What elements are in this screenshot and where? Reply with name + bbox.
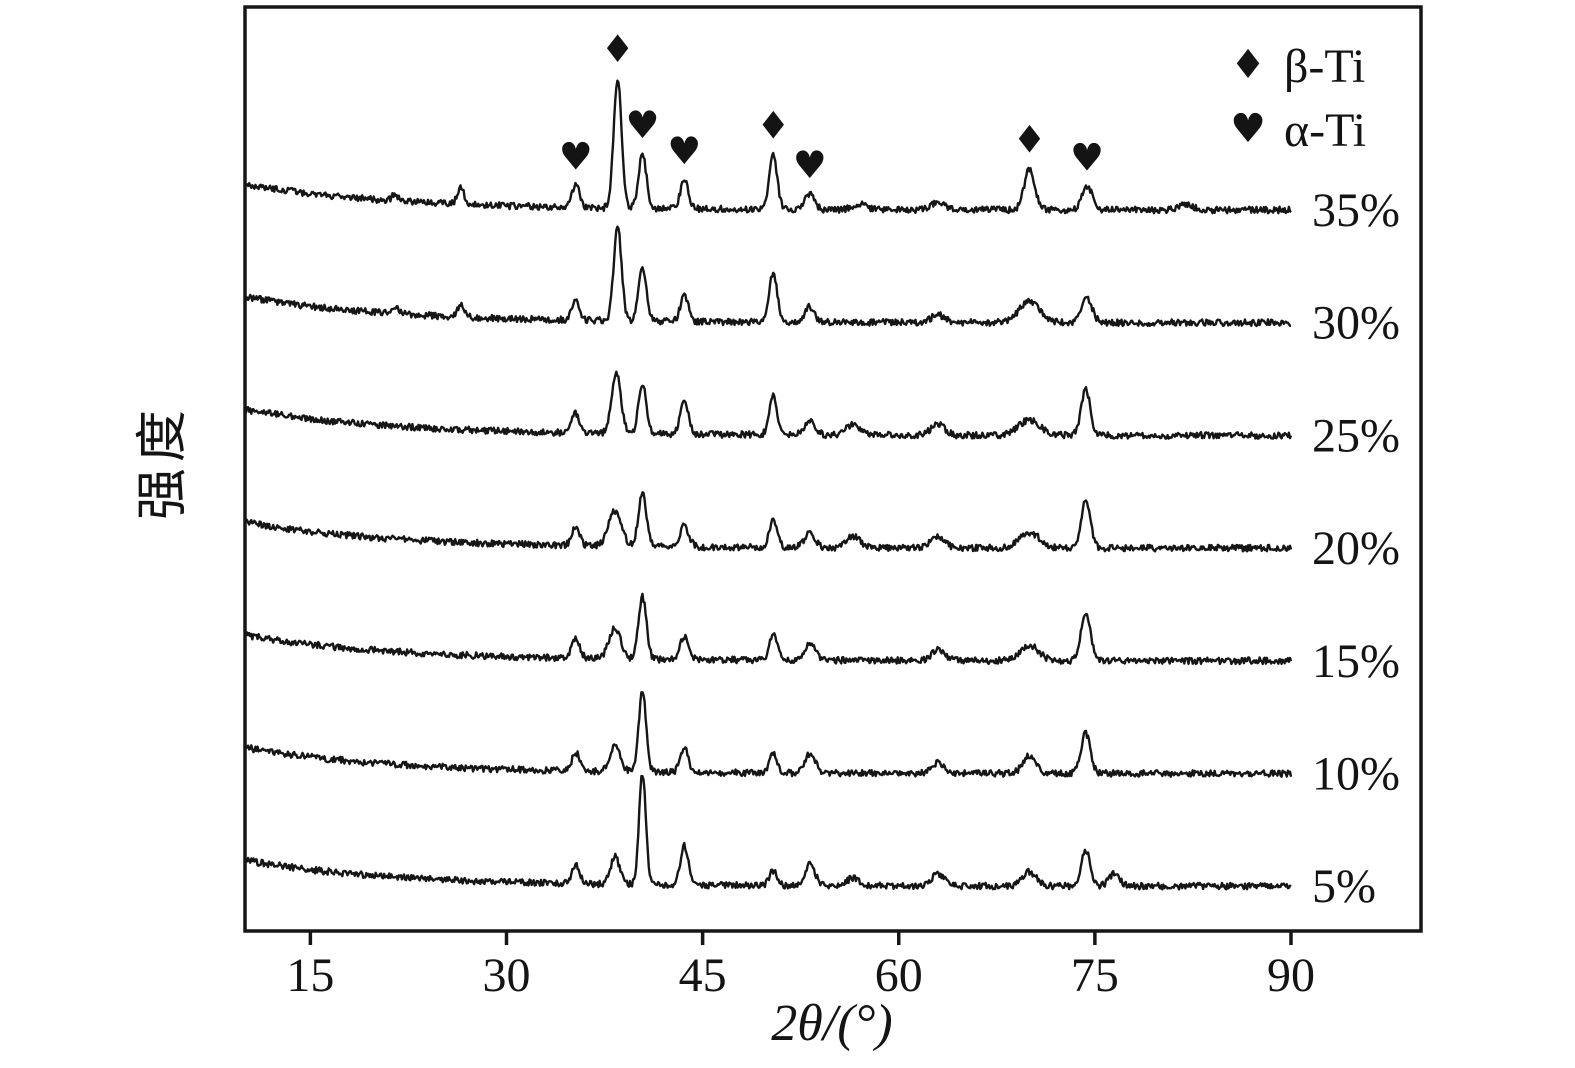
- series-label-35%: 35%: [1312, 184, 1400, 237]
- x-tick-label: 15: [286, 949, 334, 1002]
- plot-border: [243, 5, 1423, 933]
- x-tick-label: 90: [1267, 949, 1315, 1002]
- series-label-5%: 5%: [1312, 860, 1376, 913]
- legend-alpha-ti-symbol: ♥: [1230, 106, 1266, 152]
- peak-marker-alpha-ti: ♥: [667, 129, 701, 173]
- series-label-10%: 10%: [1312, 748, 1400, 801]
- y-axis-label: 强度: [133, 404, 193, 520]
- peak-marker-alpha-ti: ♥: [559, 134, 593, 178]
- xrd-trace-35%: [244, 79, 1292, 215]
- peak-marker-alpha-ti: ♥: [1070, 136, 1104, 180]
- legend: ♦ β-Ti ♥ α-Ti: [1230, 40, 1366, 157]
- xrd-trace-25%: [244, 370, 1293, 440]
- peak-marker-beta-ti: ♦: [1012, 117, 1046, 161]
- x-tick-label: 75: [1071, 949, 1119, 1002]
- series-label-20%: 20%: [1312, 522, 1400, 575]
- xrd-trace-20%: [244, 491, 1293, 553]
- x-tick-label: 60: [875, 949, 923, 1002]
- legend-alpha-ti-label: α-Ti: [1284, 104, 1366, 157]
- peak-markers-group: ♥♦♥♥♦♥♦ ♥: [559, 27, 1104, 187]
- legend-beta-ti-label: β-Ti: [1284, 40, 1365, 93]
- series-label-30%: 30%: [1312, 297, 1400, 350]
- xrd-trace-15%: [243, 592, 1293, 666]
- xrd-trace-30%: [243, 225, 1292, 328]
- series-label-15%: 15%: [1312, 635, 1400, 688]
- peak-marker-alpha-ti: ♥: [625, 103, 659, 147]
- xrd-trace-5%: [244, 774, 1292, 891]
- xrd-trace-10%: [244, 691, 1293, 778]
- peak-marker-beta-ti: ♦: [601, 27, 635, 71]
- x-tick-label: 45: [679, 949, 727, 1002]
- series-label-25%: 25%: [1312, 409, 1400, 462]
- peak-marker-beta-ti: ♦: [756, 104, 790, 148]
- legend-beta-ti-symbol: ♦: [1230, 42, 1266, 88]
- x-tick-label: 30: [483, 949, 531, 1002]
- x-axis-label: 2θ/(°): [771, 995, 892, 1052]
- axes-group: 15 30 45 60 75 90: [243, 5, 1423, 1002]
- traces-group: 35% 30% 25% 20% 15% 10% 5%: [243, 79, 1400, 913]
- peak-marker-alpha-ti: ♥: [793, 143, 827, 187]
